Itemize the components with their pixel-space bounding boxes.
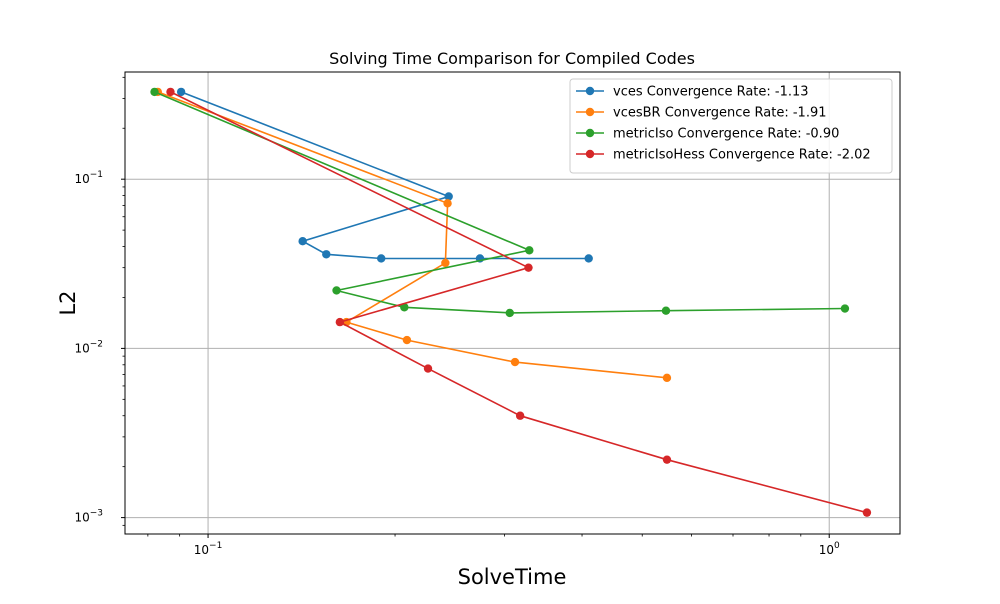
data-point (298, 237, 307, 246)
data-point (505, 308, 514, 318)
legend-entry-label: metricIsoHess Convergence Rate: -2.02 (613, 148, 871, 163)
data-point (150, 87, 159, 97)
legend-swatch-marker (585, 149, 595, 159)
data-point (335, 317, 345, 327)
x-tick-label: 10−1 (194, 541, 223, 557)
data-point (510, 357, 520, 367)
data-point (166, 87, 175, 97)
chart-title: Solving Time Comparison for Compiled Cod… (329, 49, 695, 68)
series-group (150, 87, 872, 517)
x-axis-label: SolveTime (458, 565, 567, 589)
data-point (332, 286, 341, 295)
data-point (441, 258, 450, 268)
data-point (662, 455, 672, 464)
data-point (840, 304, 850, 313)
data-point (584, 254, 593, 263)
data-point (402, 335, 412, 345)
data-point (525, 246, 534, 255)
legend: vces Convergence Rate: -1.13 vcesBR Conve… (569, 78, 893, 174)
data-point (377, 254, 386, 263)
data-point (400, 303, 409, 312)
data-point (862, 508, 872, 517)
data-point (444, 192, 453, 201)
legend-swatch-marker (585, 107, 595, 117)
axis-ticks: 10−1 100 10−3 10−2 10−1 (74, 76, 840, 557)
legend-box (569, 78, 893, 174)
data-point (524, 263, 533, 272)
y-tick-label: 10−3 (74, 509, 103, 525)
legend-entry-label: vcesBR Convergence Rate: -1.91 (613, 106, 827, 121)
data-point (661, 306, 671, 315)
legend-entry-label: metricIso Convergence Rate: -0.90 (613, 127, 839, 142)
data-point (443, 199, 452, 208)
data-point (662, 373, 672, 383)
x-tick-label: 100 (819, 541, 840, 557)
data-point (423, 364, 433, 373)
y-tick-label: 10−1 (74, 170, 103, 186)
legend-swatch-marker (585, 86, 595, 96)
y-axis-label: L2 (56, 290, 80, 315)
legend-swatch-marker (585, 128, 595, 138)
plot-frame (124, 71, 901, 535)
y-tick-label: 10−2 (74, 339, 103, 355)
legend-entry-label: vces Convergence Rate: -1.13 (613, 85, 809, 100)
data-point (322, 250, 331, 259)
data-point (515, 411, 525, 420)
data-point (176, 87, 186, 97)
